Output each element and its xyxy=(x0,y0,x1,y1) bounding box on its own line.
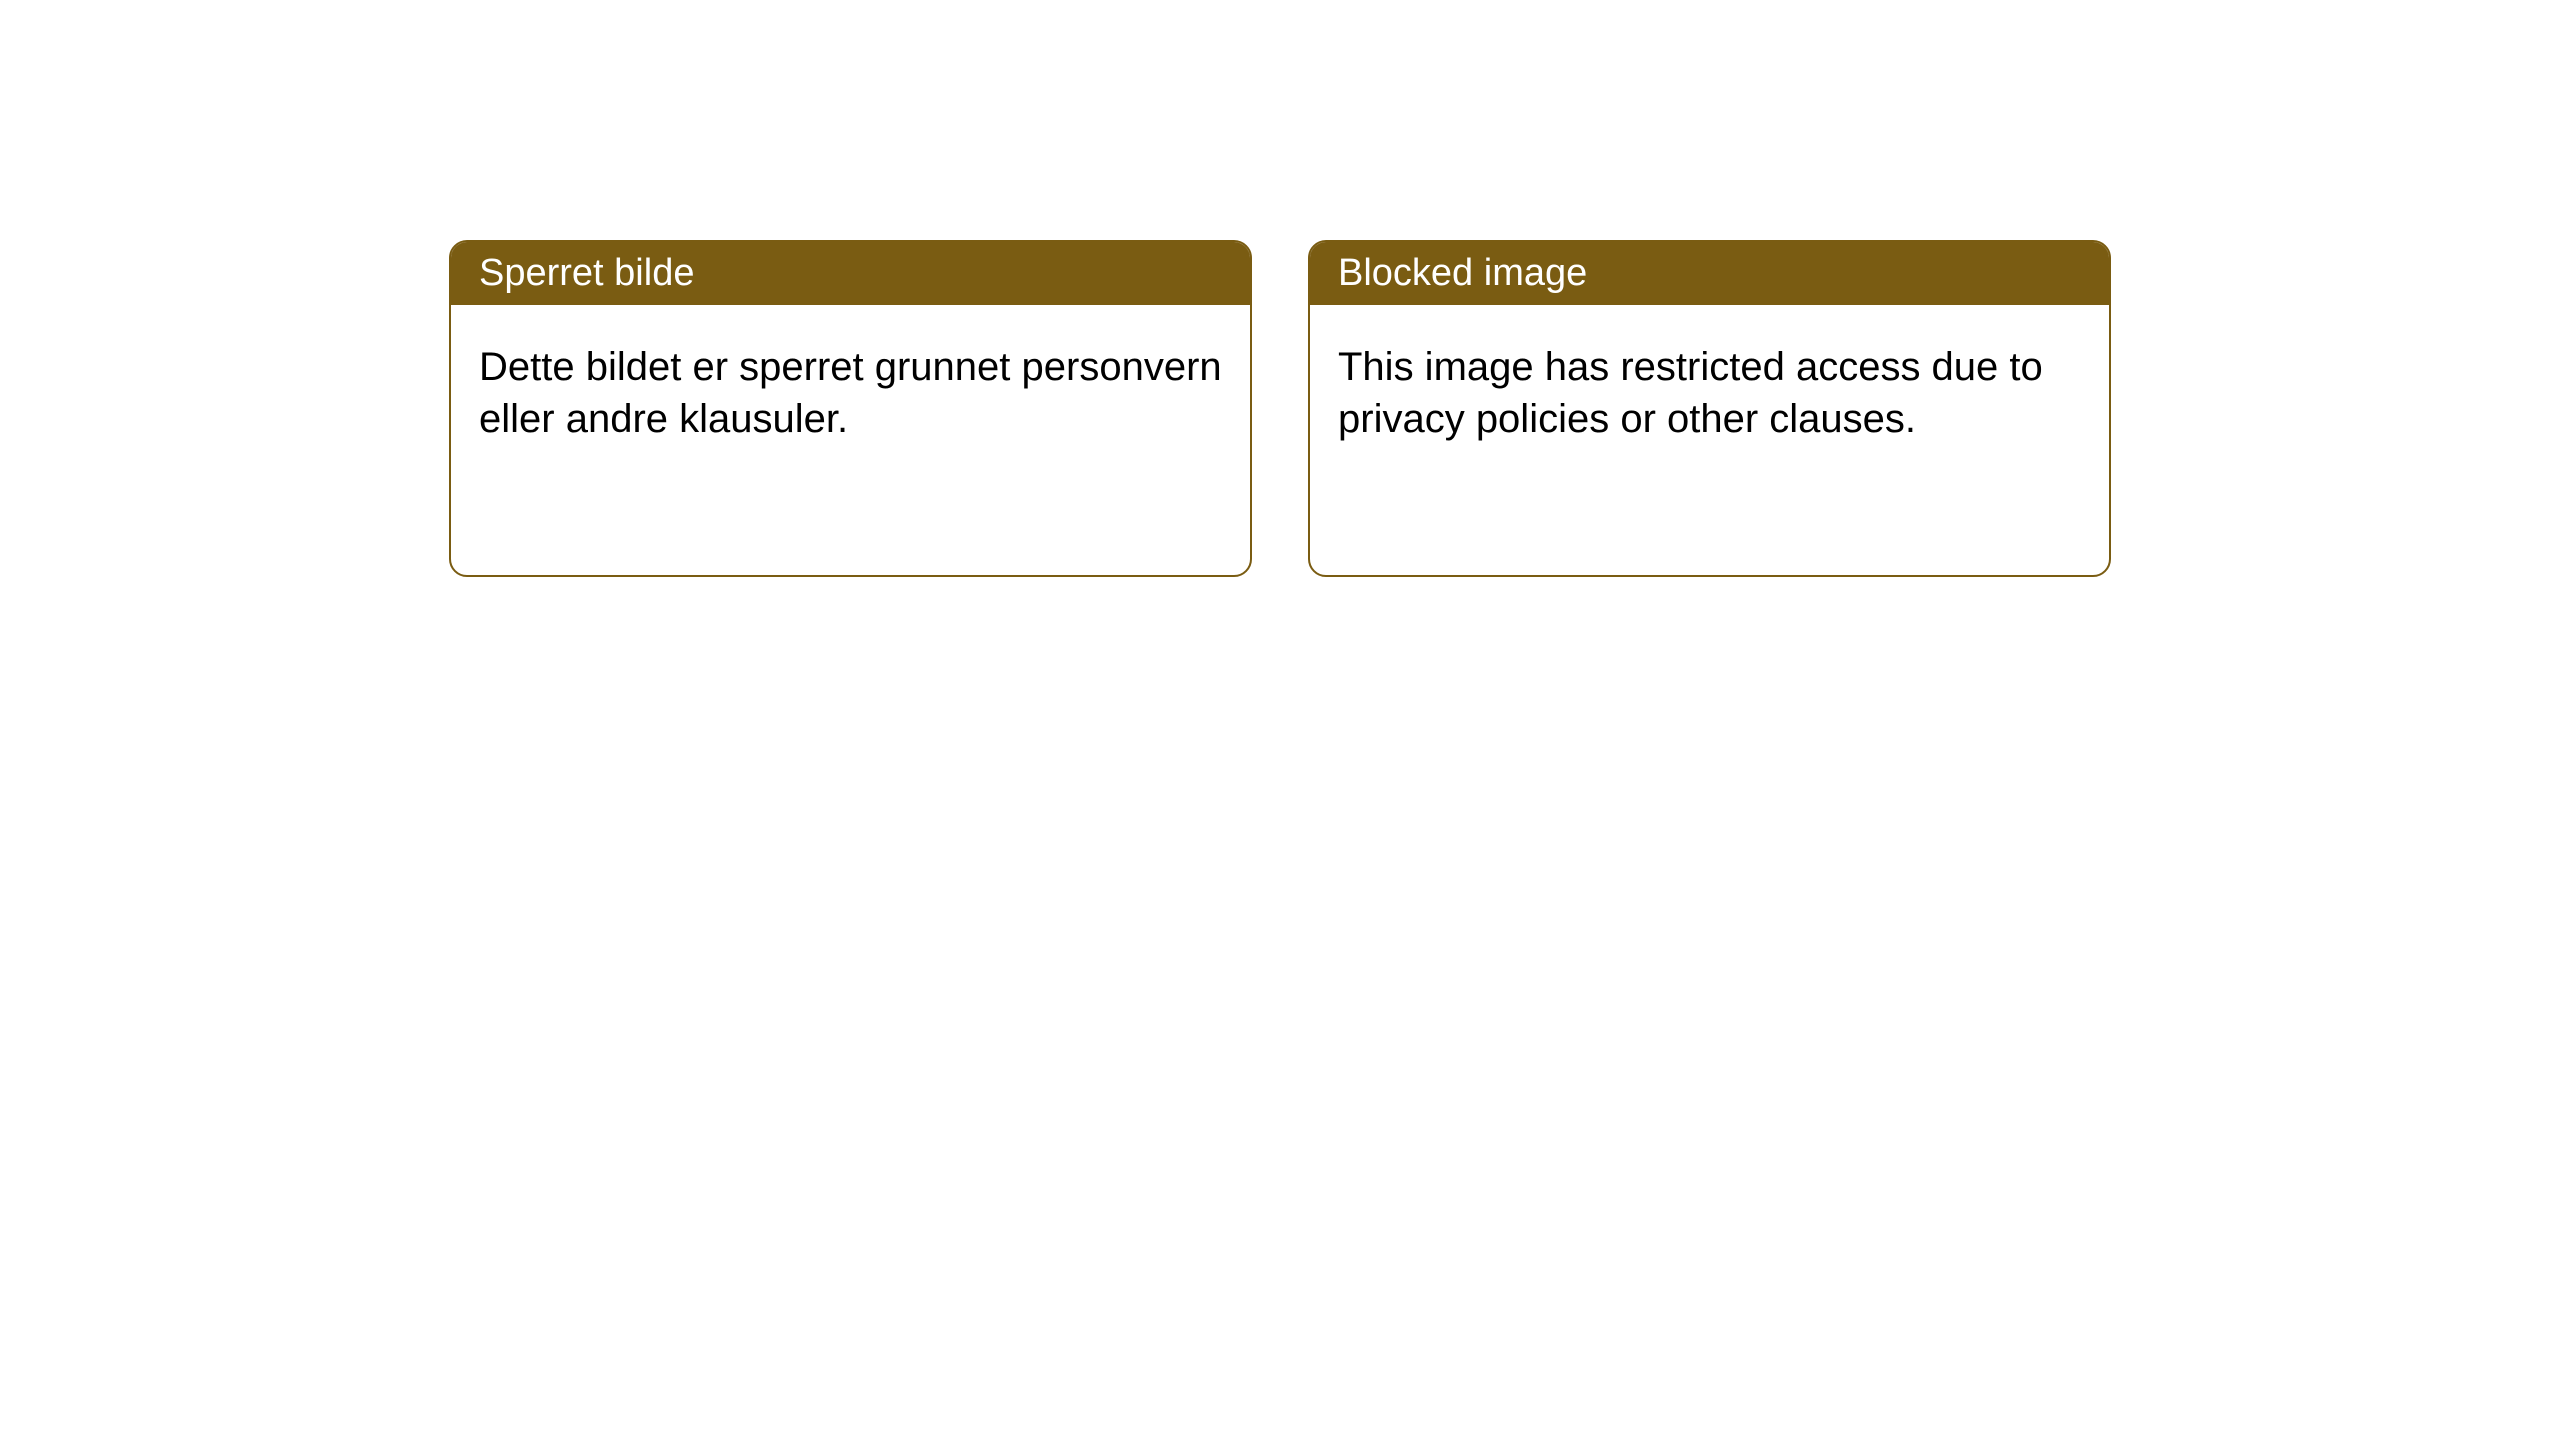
notice-container: Sperret bilde Dette bildet er sperret gr… xyxy=(449,240,2111,577)
card-title: Blocked image xyxy=(1310,242,2109,305)
notice-card-english: Blocked image This image has restricted … xyxy=(1308,240,2111,577)
card-body: This image has restricted access due to … xyxy=(1310,305,2109,575)
card-title: Sperret bilde xyxy=(451,242,1250,305)
notice-card-norwegian: Sperret bilde Dette bildet er sperret gr… xyxy=(449,240,1252,577)
card-body: Dette bildet er sperret grunnet personve… xyxy=(451,305,1250,575)
